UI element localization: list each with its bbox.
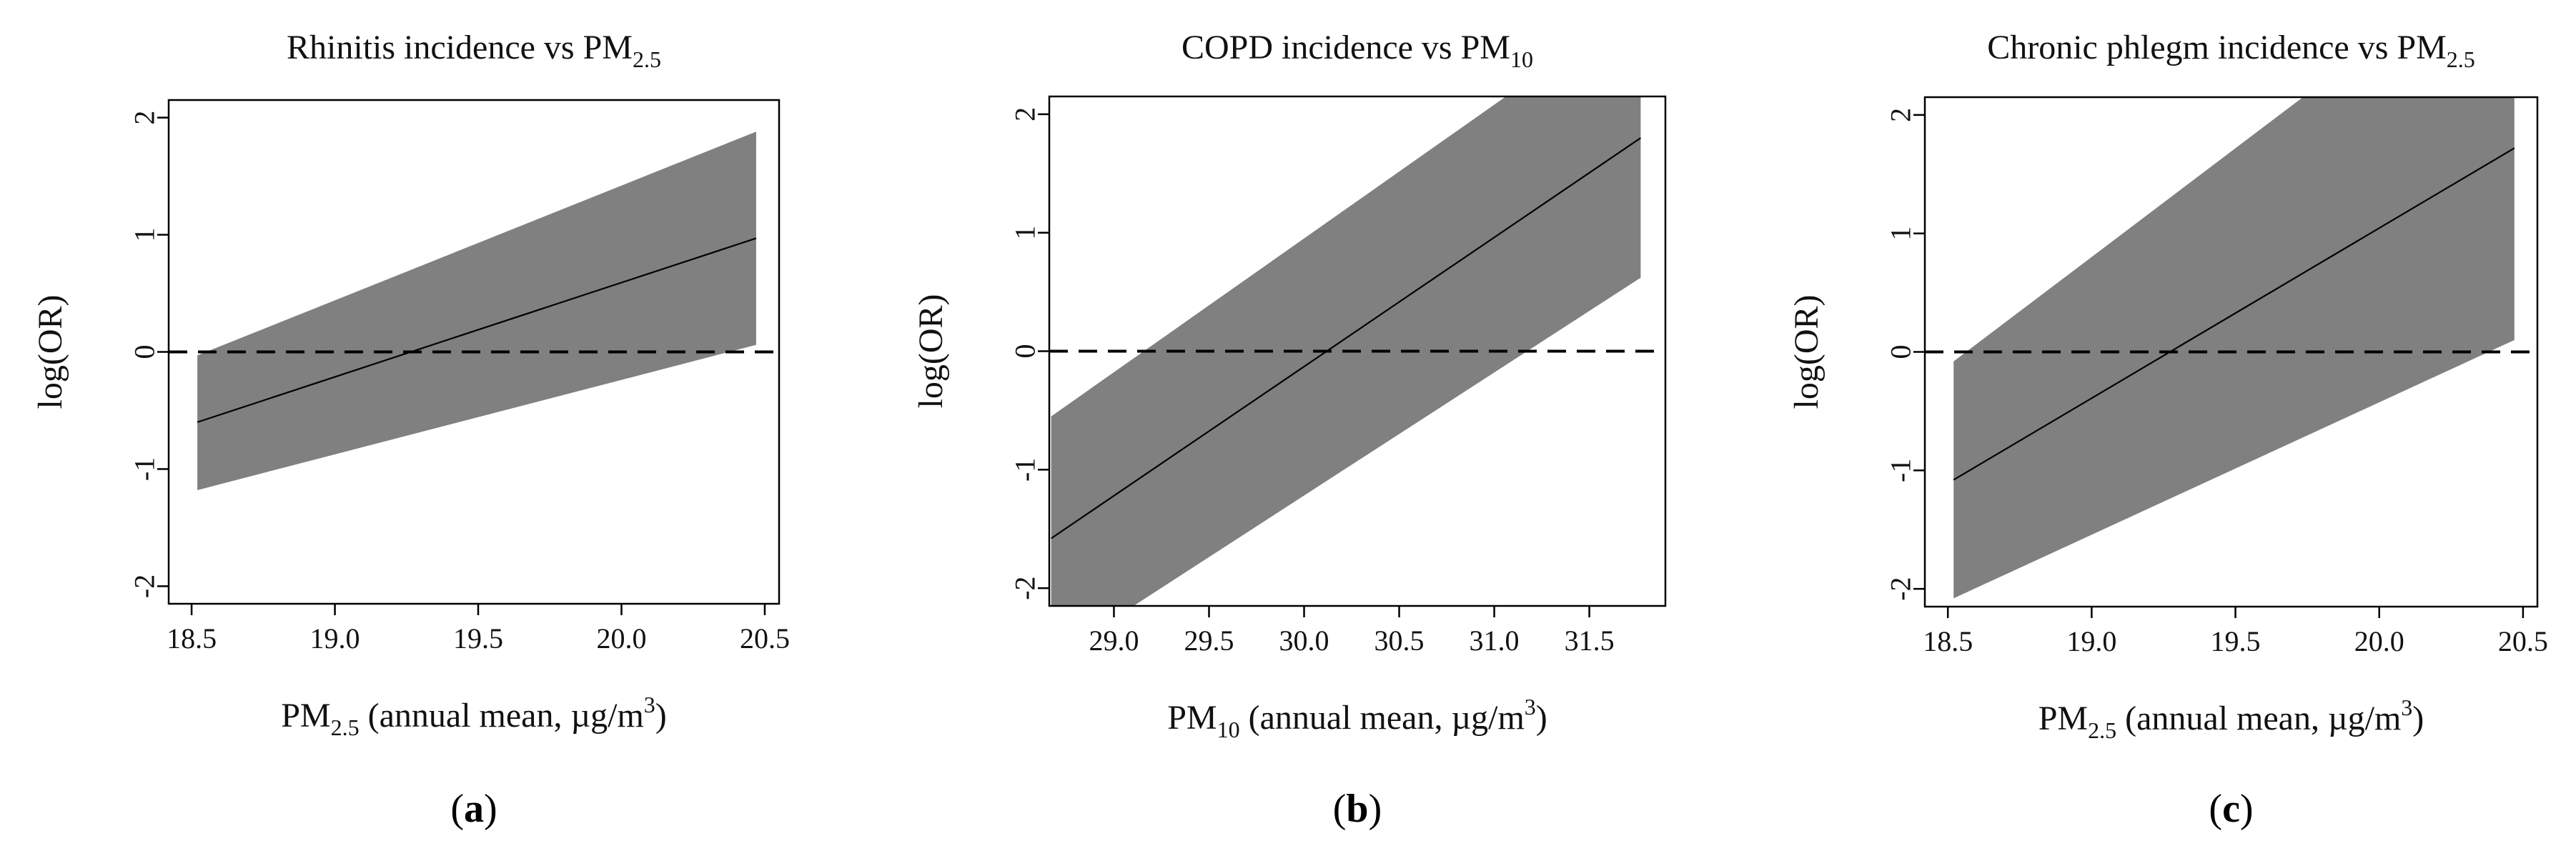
chart-title: Chronic phlegm incidence vs PM2.5	[1987, 29, 2475, 72]
y-tick-label: -1	[1885, 459, 1917, 482]
panel-label: (c)	[2209, 787, 2253, 831]
x-tick-label: 20.0	[2354, 625, 2404, 657]
x-tick-label: 18.5	[1923, 625, 1973, 657]
x-tick-label: 30.0	[1279, 624, 1329, 657]
confidence-band	[1953, 97, 2515, 599]
panel-letter: a	[464, 787, 484, 831]
panel-c: 18.5 19.0 19.5 20.0 20.5 -2 -1 0 1 2 Chronic phleg…	[1788, 29, 2548, 831]
x-axis-label: PM10 (annual mean, µg/m3)	[1167, 694, 1547, 742]
chart-title-subscript: 2.5	[633, 46, 661, 72]
panel-label: (a)	[450, 787, 497, 831]
y-tick-label: -1	[129, 457, 161, 481]
x-tick-label: 30.5	[1374, 624, 1425, 657]
x-axis-label-unit: (annual mean, µg/m	[360, 697, 644, 735]
panel-label: (b)	[1333, 787, 1382, 831]
y-tick-label: -1	[1009, 458, 1041, 482]
x-axis-label-unit: (annual mean, µg/m	[1240, 699, 1525, 737]
confidence-band	[1051, 96, 1641, 606]
y-tick-label: 1	[129, 228, 161, 242]
x-axis-label-quantity: PM	[2038, 700, 2088, 737]
y-tick-label: 2	[1885, 108, 1917, 122]
panel-a: 18.5 19.0 19.5 20.0 20.5 -2 -1 0 1 2 Rhinitis inci…	[31, 29, 790, 831]
estimate-line	[1051, 137, 1642, 539]
x-tick-label: 19.0	[310, 622, 360, 655]
x-tick-label: 29.5	[1184, 624, 1234, 657]
x-tick-label: 31.0	[1470, 624, 1520, 657]
chart-title-main: COPD incidence vs PM	[1182, 29, 1510, 66]
chart-title-subscript: 10	[1510, 46, 1533, 72]
panel-letter: c	[2222, 787, 2240, 831]
x-axis-label-quantity: PM	[281, 697, 330, 735]
x-axis-label-quantity: PM	[1167, 699, 1217, 737]
y-axis-label: log(OR)	[31, 295, 69, 409]
y-tick-label: -2	[1885, 577, 1917, 600]
x-axis-label: PM2.5 (annual mean, µg/m3)	[2038, 695, 2424, 743]
x-tick-label: 19.0	[2066, 625, 2116, 657]
y-tick-label: -2	[1009, 576, 1041, 599]
x-tick-label: 29.0	[1089, 624, 1139, 657]
x-axis-label-superscript: 3	[1525, 694, 1536, 720]
y-tick-label: 0	[129, 345, 161, 359]
x-axis-label-close: )	[2412, 700, 2424, 737]
x-tick-label: 20.5	[740, 622, 790, 655]
x-tick-label: 20.0	[596, 622, 646, 655]
y-axis-label: log(OR)	[912, 294, 950, 409]
chart-title-main: Chronic phlegm incidence vs PM	[1987, 29, 2447, 66]
x-axis-label-superscript: 3	[2401, 695, 2412, 720]
x-tick-label: 18.5	[167, 622, 217, 655]
x-tick-label: 19.5	[2211, 625, 2261, 657]
panel-b: 29.0 29.5 30.0 30.5 31.0 31.5 -2 -1 0 1 2 COPD inci…	[912, 29, 1667, 831]
x-tick-label: 31.5	[1565, 624, 1615, 657]
y-tick-label: 0	[1009, 344, 1041, 359]
estimate-line	[197, 237, 757, 423]
x-tick-label: 19.5	[453, 622, 503, 655]
chart-title: Rhinitis incidence vs PM2.5	[287, 29, 661, 72]
chart-title: COPD incidence vs PM10	[1182, 29, 1533, 72]
chart-title-subscript: 2.5	[2447, 46, 2475, 72]
x-axis-label-subscript: 10	[1217, 717, 1240, 742]
y-tick-label: -2	[129, 574, 161, 598]
y-tick-label: 0	[1885, 345, 1917, 359]
x-axis-label-superscript: 3	[644, 692, 655, 717]
estimate-line	[1953, 147, 2515, 481]
y-axis-label: log(OR)	[1788, 295, 1826, 409]
y-tick-label: 2	[129, 111, 161, 125]
x-axis-label: PM2.5 (annual mean, µg/m3)	[281, 692, 667, 740]
x-axis-label-close: )	[655, 697, 667, 735]
x-axis-label-subscript: 2.5	[331, 715, 360, 740]
x-axis-label-subscript: 2.5	[2088, 717, 2116, 743]
y-tick-label: 1	[1885, 227, 1917, 241]
panel-letter: b	[1346, 787, 1368, 831]
x-tick-label: 20.5	[2498, 625, 2548, 657]
confidence-band	[197, 131, 756, 490]
x-axis-label-unit: (annual mean, µg/m	[2116, 700, 2401, 737]
chart-title-main: Rhinitis incidence vs PM	[287, 29, 633, 66]
y-tick-label: 2	[1009, 107, 1041, 121]
y-tick-label: 1	[1009, 226, 1041, 240]
x-axis-label-close: )	[1536, 699, 1547, 737]
